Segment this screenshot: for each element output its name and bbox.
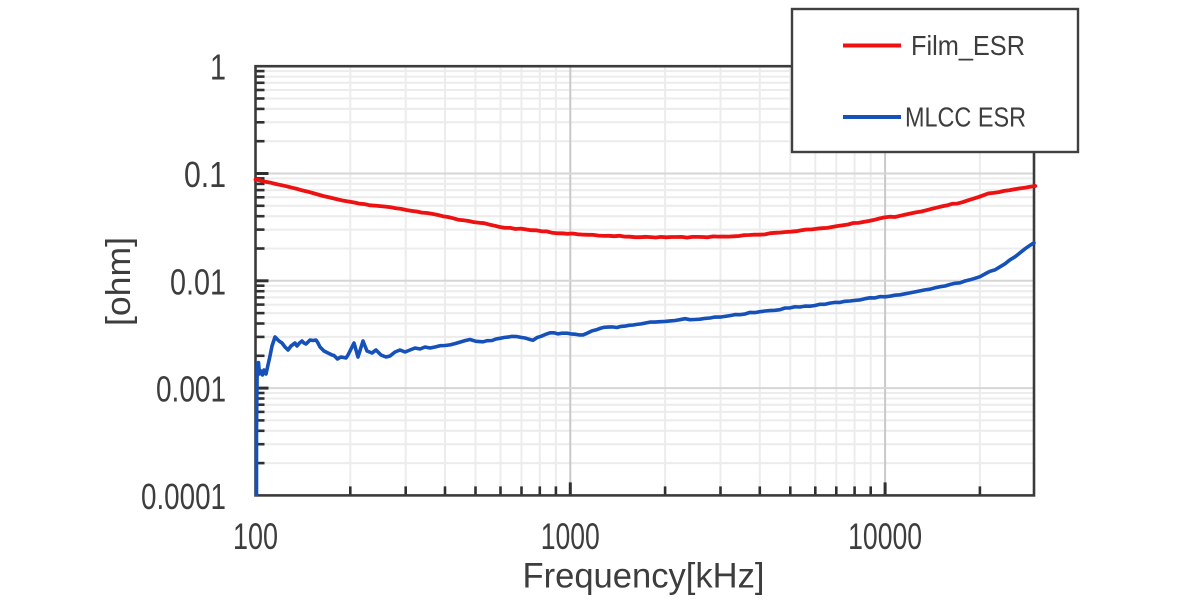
svg-text:0.1: 0.1 xyxy=(184,154,226,195)
svg-text:100: 100 xyxy=(233,516,278,557)
svg-text:10000: 10000 xyxy=(848,516,922,557)
svg-text:0.0001: 0.0001 xyxy=(141,476,226,517)
svg-text:0.01: 0.01 xyxy=(170,261,226,302)
svg-text:1: 1 xyxy=(210,47,226,88)
svg-text:MLCC ESR: MLCC ESR xyxy=(905,102,1026,133)
svg-text:0.001: 0.001 xyxy=(156,369,226,410)
svg-text:1000: 1000 xyxy=(541,516,600,557)
svg-text:Frequency[kHz]: Frequency[kHz] xyxy=(523,557,765,596)
svg-text:[ohm]: [ohm] xyxy=(100,237,138,326)
svg-text:Film_ESR: Film_ESR xyxy=(911,30,1025,61)
